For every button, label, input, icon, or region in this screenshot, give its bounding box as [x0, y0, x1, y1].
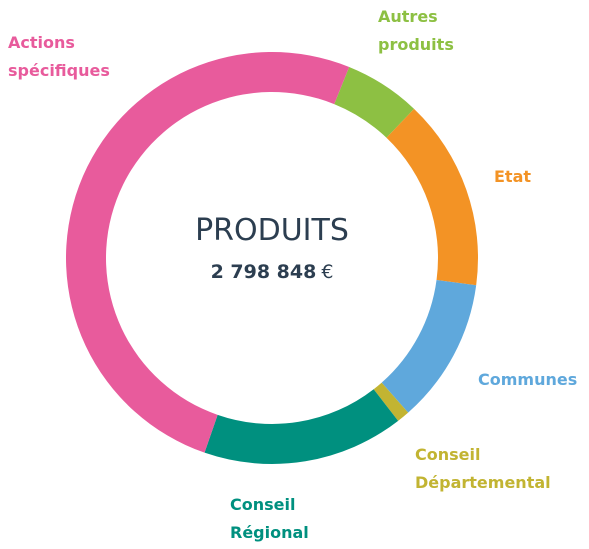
segment-label: Conseil Régional [230, 495, 309, 542]
label-line: produits [378, 35, 454, 54]
total: 2 798 848 [211, 261, 317, 283]
donut-segment [65, 51, 350, 453]
label-line: Régional [230, 523, 309, 542]
center-total: 2 798 848 € [211, 261, 334, 283]
label-line: Actions [8, 33, 75, 52]
donut-segment [381, 279, 477, 413]
segment-label: Communes [478, 370, 577, 389]
label-line: spécifiques [8, 61, 110, 80]
donut-segment [334, 67, 415, 138]
center-title: PRODUITS [195, 213, 349, 248]
donut-segment [204, 389, 399, 464]
segment-label: Conseil Départemental [415, 445, 551, 492]
label-line: Conseil [415, 445, 480, 464]
label-line: Conseil [230, 495, 295, 514]
segment-label: Etat [494, 167, 531, 186]
donut-segment [386, 108, 478, 286]
currency: € [321, 261, 333, 283]
segment-label: Actions spécifiques [8, 33, 110, 80]
label-line: Autres [378, 7, 438, 26]
segment-label: Autres produits [378, 7, 454, 54]
label-line: Départemental [415, 473, 551, 492]
donut-segment [373, 382, 409, 421]
